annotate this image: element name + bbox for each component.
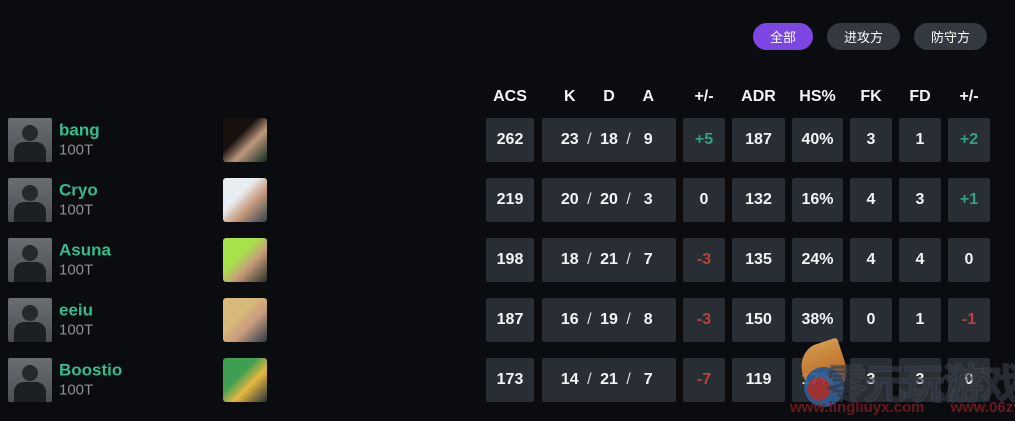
adr-cell: 187: [732, 118, 785, 162]
assists-value: 7: [643, 251, 653, 268]
kills-value: 16: [560, 311, 579, 328]
plus-minus-cell: -3: [683, 298, 725, 342]
team-tag: 100T: [59, 201, 94, 219]
table-row: bang 100T 262 23 / 18 / 9 +5 187 40% 3 1: [0, 110, 1015, 170]
first-kills-cell: 4: [850, 238, 892, 282]
table-row: Cryo 100T 219 20 / 20 / 3 0 132 16% 4 3 …: [0, 170, 1015, 230]
kills-value: 23: [560, 131, 579, 148]
header-kda: K / D / A: [542, 82, 676, 112]
player-photo: [8, 238, 52, 282]
first-deaths-cell: 1: [899, 298, 941, 342]
acs-cell: 187: [486, 298, 534, 342]
kda-cell: 18 / 21 / 7: [542, 238, 676, 282]
player-stats-table: bang 100T 262 23 / 18 / 9 +5 187 40% 3 1: [0, 110, 1015, 410]
player-photo: [8, 358, 52, 402]
first-kills-cell: 3: [850, 358, 892, 402]
side-filter-group: 全部 进攻方 防守方: [752, 23, 987, 50]
acs-cell: 198: [486, 238, 534, 282]
team-tag: 100T: [59, 141, 94, 159]
player-name: bang: [59, 120, 100, 140]
team-tag: 100T: [59, 381, 94, 399]
player-photo: [8, 298, 52, 342]
team-tag: 100T: [59, 261, 94, 279]
fk-fd-diff-cell: -1: [948, 298, 990, 342]
fk-fd-diff-cell: +1: [948, 178, 990, 222]
viper-agent-portrait: [223, 118, 267, 162]
fk-fd-diff-cell: +2: [948, 118, 990, 162]
deaths-value: 19: [600, 311, 618, 328]
kda-cell: 16 / 19 / 8: [542, 298, 676, 342]
kda-cell: 20 / 20 / 3: [542, 178, 676, 222]
first-deaths-cell: 4: [899, 238, 941, 282]
plus-minus-cell: -3: [683, 238, 725, 282]
stats-header-row: ACS K / D / A +/- ADR HS% FK FD +/-: [0, 82, 1015, 112]
hs-percent-cell: 17%: [792, 358, 843, 402]
hs-percent-cell: 40%: [792, 118, 843, 162]
adr-cell: 119: [732, 358, 785, 402]
table-row: Boostio 100T 173 14 / 21 / 7 -7 119 17% …: [0, 350, 1015, 410]
first-kills-cell: 3: [850, 118, 892, 162]
header-acs: ACS: [493, 88, 527, 105]
first-kills-cell: 0: [850, 298, 892, 342]
header-fk-fd-diff: +/-: [959, 88, 979, 105]
first-deaths-cell: 3: [899, 358, 941, 402]
header-assists: A: [642, 88, 655, 105]
table-row: eeiu 100T 187 16 / 19 / 8 -3 150 38% 0 1: [0, 290, 1015, 350]
acs-cell: 219: [486, 178, 534, 222]
header-kills: K: [563, 88, 576, 105]
player-name: Cryo: [59, 180, 98, 200]
adr-cell: 150: [732, 298, 785, 342]
kills-value: 20: [560, 191, 579, 208]
hs-percent-cell: 24%: [792, 238, 843, 282]
assists-value: 7: [643, 371, 653, 388]
adr-cell: 132: [732, 178, 785, 222]
gekko-agent-portrait: [223, 238, 267, 282]
player-name: Boostio: [59, 360, 123, 380]
filter-defense-button[interactable]: 防守方: [913, 23, 987, 50]
header-first-deaths: FD: [909, 88, 931, 105]
acs-cell: 262: [486, 118, 534, 162]
assists-value: 9: [643, 131, 653, 148]
hs-percent-cell: 38%: [792, 298, 843, 342]
kills-value: 18: [560, 251, 579, 268]
plus-minus-cell: 0: [683, 178, 725, 222]
player-photo: [8, 118, 52, 162]
sova-agent-portrait: [223, 298, 267, 342]
assists-value: 8: [643, 311, 653, 328]
header-adr: ADR: [741, 88, 776, 105]
first-kills-cell: 4: [850, 178, 892, 222]
deaths-value: 21: [600, 371, 618, 388]
header-first-kills: FK: [860, 88, 882, 105]
header-hs-percent: HS%: [799, 88, 836, 105]
plus-minus-cell: -7: [683, 358, 725, 402]
filter-all-button[interactable]: 全部: [752, 23, 813, 50]
deaths-value: 18: [600, 131, 618, 148]
player-name: eeiu: [59, 300, 94, 320]
fk-fd-diff-cell: 0: [948, 358, 990, 402]
plus-minus-cell: +5: [683, 118, 725, 162]
deaths-value: 20: [600, 191, 618, 208]
assists-value: 3: [643, 191, 653, 208]
player-name: Asuna: [59, 240, 111, 260]
killjoy-agent-portrait: [223, 358, 267, 402]
kills-value: 14: [560, 371, 579, 388]
jett-agent-portrait: [223, 178, 267, 222]
fk-fd-diff-cell: 0: [948, 238, 990, 282]
adr-cell: 135: [732, 238, 785, 282]
player-photo: [8, 178, 52, 222]
team-tag: 100T: [59, 321, 94, 339]
kda-cell: 14 / 21 / 7: [542, 358, 676, 402]
kda-cell: 23 / 18 / 9: [542, 118, 676, 162]
first-deaths-cell: 3: [899, 178, 941, 222]
header-plus-minus: +/-: [694, 88, 714, 105]
first-deaths-cell: 1: [899, 118, 941, 162]
hs-percent-cell: 16%: [792, 178, 843, 222]
acs-cell: 173: [486, 358, 534, 402]
deaths-value: 21: [600, 251, 618, 268]
filter-attack-button[interactable]: 进攻方: [826, 23, 900, 50]
header-deaths: D: [603, 88, 615, 105]
table-row: Asuna 100T 198 18 / 21 / 7 -3 135 24% 4 …: [0, 230, 1015, 290]
